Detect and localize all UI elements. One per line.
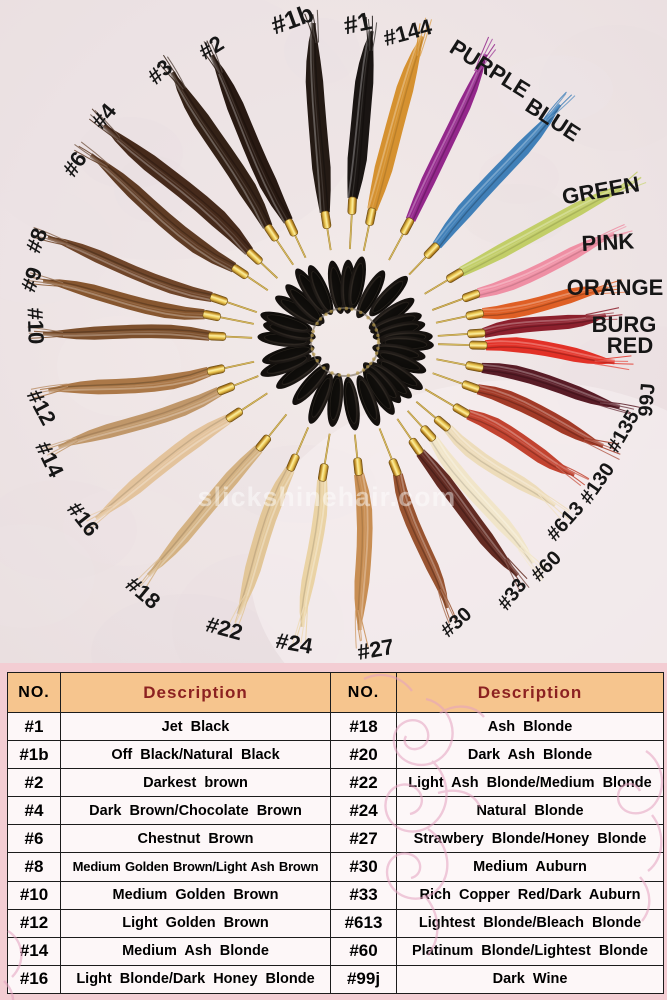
svg-text:#27: #27 (355, 634, 396, 663)
svg-text:RED: RED (607, 333, 653, 358)
svg-text:#10: #10 (23, 307, 49, 345)
svg-text:PINK: PINK (581, 228, 635, 256)
svg-text:BURG: BURG (592, 312, 657, 337)
svg-text:99J: 99J (635, 382, 660, 417)
svg-text:#1: #1 (341, 7, 374, 40)
svg-text:ORANGE: ORANGE (567, 275, 664, 300)
svg-text:slickshinehair.com: slickshinehair.com (198, 482, 457, 512)
